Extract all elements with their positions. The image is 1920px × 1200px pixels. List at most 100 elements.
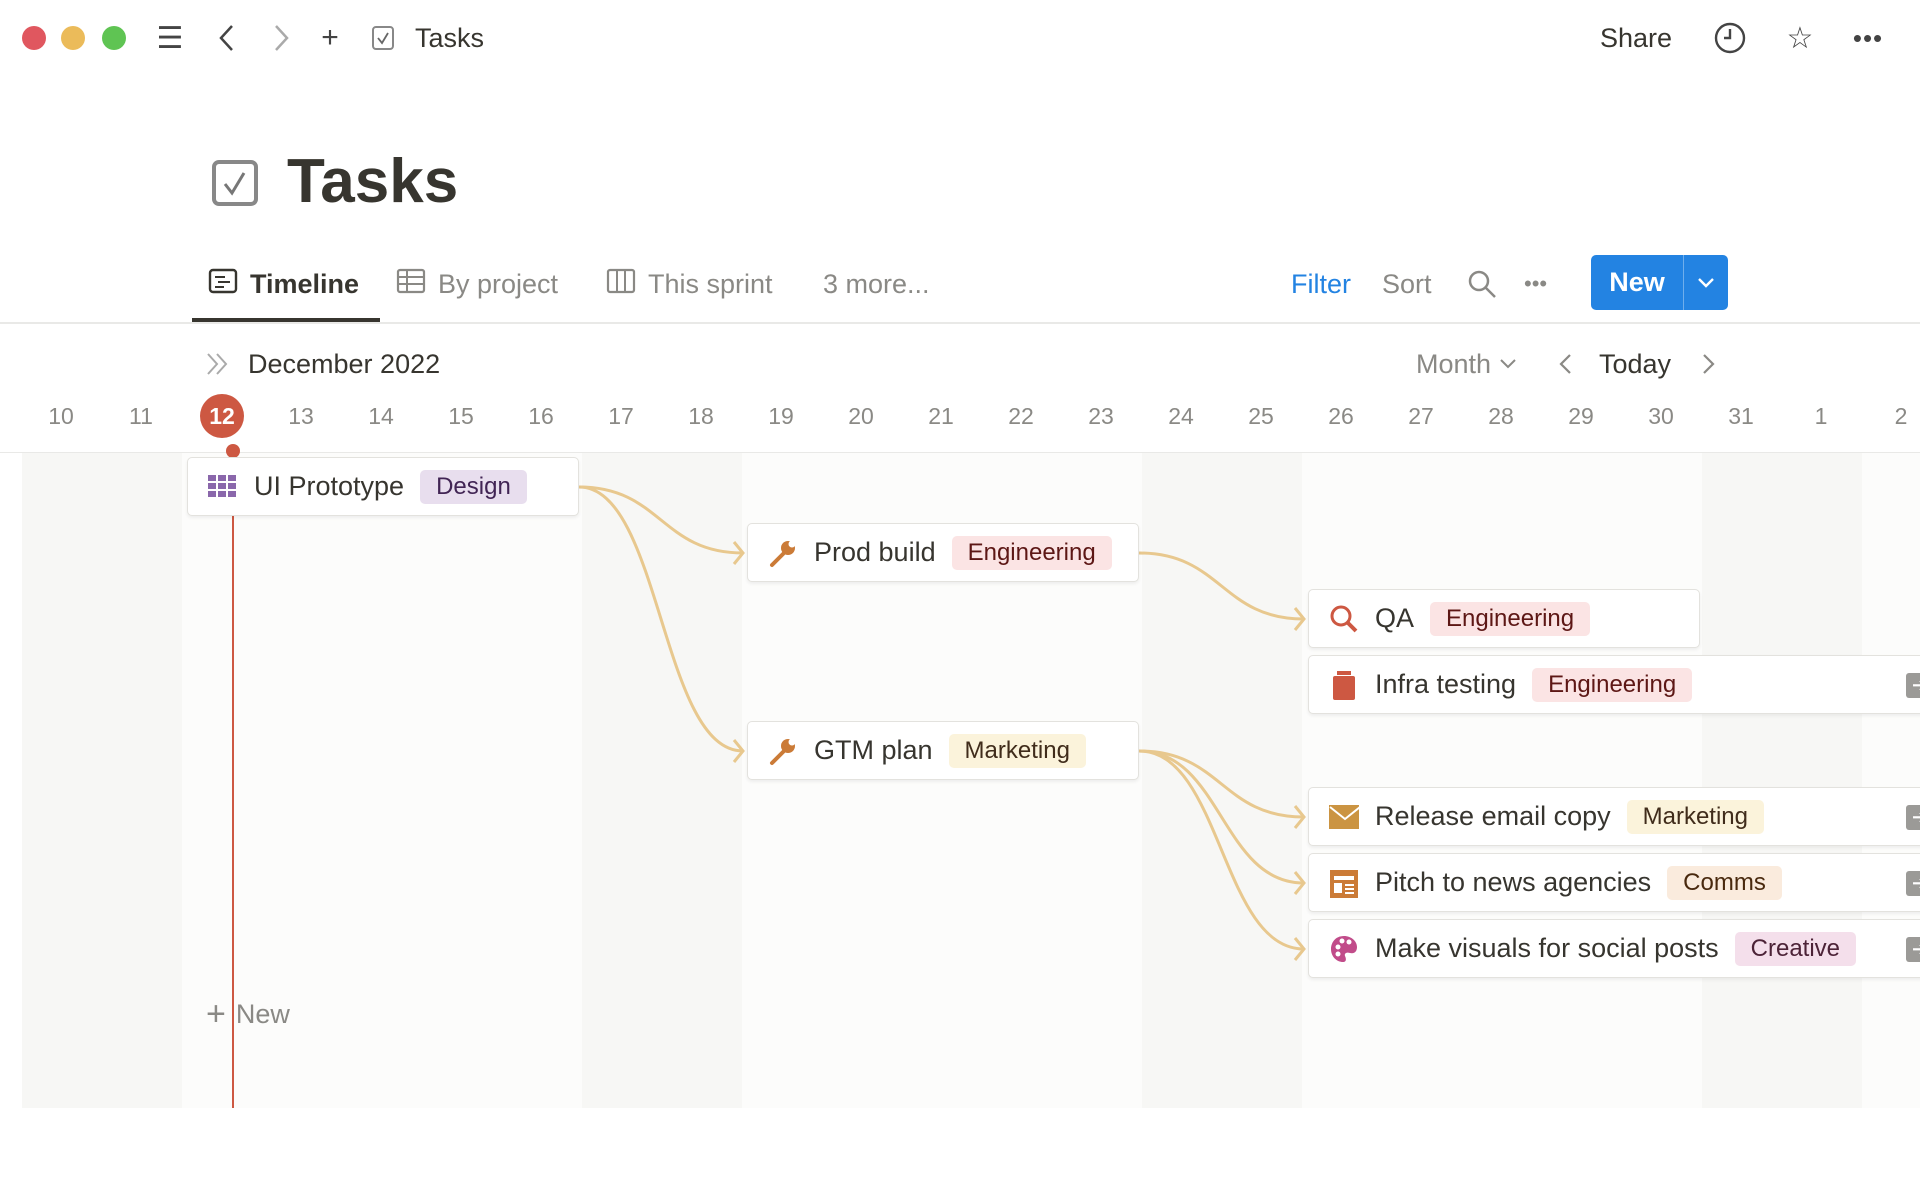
envelope-icon	[1329, 802, 1359, 832]
task-name: GTM plan	[814, 735, 933, 765]
chevron-down-icon[interactable]	[1683, 255, 1728, 310]
timeline-icon	[208, 268, 238, 301]
wrench-icon	[768, 538, 798, 568]
tab-label: By project	[438, 268, 559, 299]
open-arrow-icon[interactable]: ➔	[1906, 673, 1920, 698]
open-arrow-icon[interactable]: ➔	[1906, 805, 1920, 830]
task-card[interactable]: UI Prototype Design	[187, 457, 579, 516]
task-card[interactable]: Infra testing Engineering ➔	[1308, 655, 1920, 714]
table-icon	[396, 268, 426, 301]
tag-badge: Engineering	[951, 535, 1112, 570]
dependency-arrow	[578, 485, 744, 555]
tag-badge: Marketing	[948, 733, 1086, 768]
arrow-head	[732, 541, 745, 565]
day-label: 27	[1408, 403, 1434, 429]
tab-by-project[interactable]: By project	[396, 264, 558, 304]
tab-this-sprint[interactable]: This sprint	[606, 264, 773, 304]
day-label: 30	[1648, 403, 1674, 429]
active-tab-underline	[192, 318, 380, 322]
tab-label: Timeline	[250, 268, 360, 299]
more-options-icon[interactable]: •••	[1524, 271, 1548, 296]
new-button-group: New	[1591, 255, 1728, 310]
jar-icon	[1329, 670, 1359, 700]
dependency-arrow	[1138, 749, 1305, 951]
day-label: 13	[288, 403, 314, 429]
dependency-arrow	[1138, 749, 1305, 885]
forward-icon[interactable]	[266, 18, 296, 58]
day-label: 24	[1168, 403, 1194, 429]
task-name: UI Prototype	[254, 471, 405, 501]
dependency-arrow	[1138, 551, 1305, 621]
month-label: December 2022	[248, 349, 441, 379]
breadcrumb-title[interactable]: Tasks	[415, 23, 485, 53]
open-arrow-icon[interactable]: ➔	[1906, 937, 1920, 962]
board-icon	[606, 268, 636, 301]
scale-select[interactable]: Month	[1416, 346, 1517, 382]
today-line	[232, 452, 234, 1108]
sort-button[interactable]: Sort	[1382, 269, 1432, 299]
divider	[0, 452, 1920, 453]
task-card[interactable]: QA Engineering	[1308, 589, 1700, 648]
day-label: 1	[1814, 403, 1828, 429]
page-icon[interactable]	[211, 159, 259, 212]
tab-timeline[interactable]: Timeline	[208, 264, 359, 304]
task-card[interactable]: Make visuals for social posts Creative ➔	[1308, 919, 1920, 978]
more-icon[interactable]: •••	[1852, 22, 1884, 53]
chevron-down-icon	[1500, 359, 1516, 369]
task-name: Make visuals for social posts	[1375, 933, 1719, 963]
day-label: 17	[608, 403, 634, 429]
tag-badge: Comms	[1667, 865, 1782, 900]
day-label: 15	[448, 403, 474, 429]
weekend-column	[582, 453, 742, 1108]
search-icon[interactable]	[1466, 268, 1498, 305]
day-label: 21	[928, 403, 954, 429]
weekend-column	[1142, 453, 1302, 1108]
tab-label: 3 more...	[823, 268, 930, 299]
task-card[interactable]: Pitch to news agencies Comms ➔	[1308, 853, 1920, 912]
task-card[interactable]: Prod build Engineering	[747, 523, 1139, 582]
clock-icon[interactable]	[1710, 18, 1750, 58]
share-button[interactable]: Share	[1600, 23, 1673, 53]
task-card[interactable]: GTM plan Marketing	[747, 721, 1139, 780]
close-window-button[interactable]	[22, 26, 46, 50]
task-name: Infra testing	[1375, 669, 1517, 699]
filter-button[interactable]: Filter	[1291, 269, 1351, 299]
dependency-arrow	[578, 485, 744, 753]
tag-badge: Engineering	[1532, 667, 1693, 702]
expand-sidebar-icon[interactable]	[204, 350, 232, 383]
tag-badge: Marketing	[1626, 799, 1764, 834]
tag-badge: Engineering	[1430, 601, 1591, 636]
dependency-arrow	[1138, 749, 1305, 819]
task-name: QA	[1375, 603, 1415, 633]
plus-icon[interactable]: +	[321, 21, 339, 54]
today-day-marker: 12	[200, 394, 244, 438]
next-icon[interactable]	[1698, 352, 1718, 381]
page-title: Tasks	[287, 147, 459, 216]
weekend-column	[1702, 453, 1862, 1108]
minimize-window-button[interactable]	[61, 26, 85, 50]
today-button[interactable]: Today	[1599, 349, 1672, 379]
task-card[interactable]: Release email copy Marketing ➔	[1308, 787, 1920, 846]
day-label: 22	[1008, 403, 1034, 429]
open-arrow-icon[interactable]: ➔	[1906, 871, 1920, 896]
day-label: 23	[1088, 403, 1114, 429]
arrow-head	[1293, 805, 1306, 829]
previous-icon[interactable]	[1556, 352, 1576, 381]
arrow-head	[1293, 607, 1306, 631]
tab-more-views[interactable]: 3 more...	[823, 264, 930, 304]
add-task-button[interactable]: + New	[206, 996, 290, 1032]
day-label: 31	[1728, 403, 1754, 429]
maximize-window-button[interactable]	[102, 26, 126, 50]
plus-icon: +	[206, 995, 226, 1033]
tag-badge: Design	[420, 469, 527, 504]
star-icon[interactable]: ☆	[1786, 21, 1814, 55]
back-icon[interactable]	[212, 18, 242, 58]
magnifier-icon	[1329, 604, 1359, 634]
day-label: 20	[848, 403, 874, 429]
day-label: 16	[528, 403, 554, 429]
new-button[interactable]: New	[1609, 267, 1665, 297]
weekend-column	[22, 453, 182, 1108]
menu-icon[interactable]: ☰	[156, 21, 184, 55]
day-label: 11	[129, 403, 153, 429]
